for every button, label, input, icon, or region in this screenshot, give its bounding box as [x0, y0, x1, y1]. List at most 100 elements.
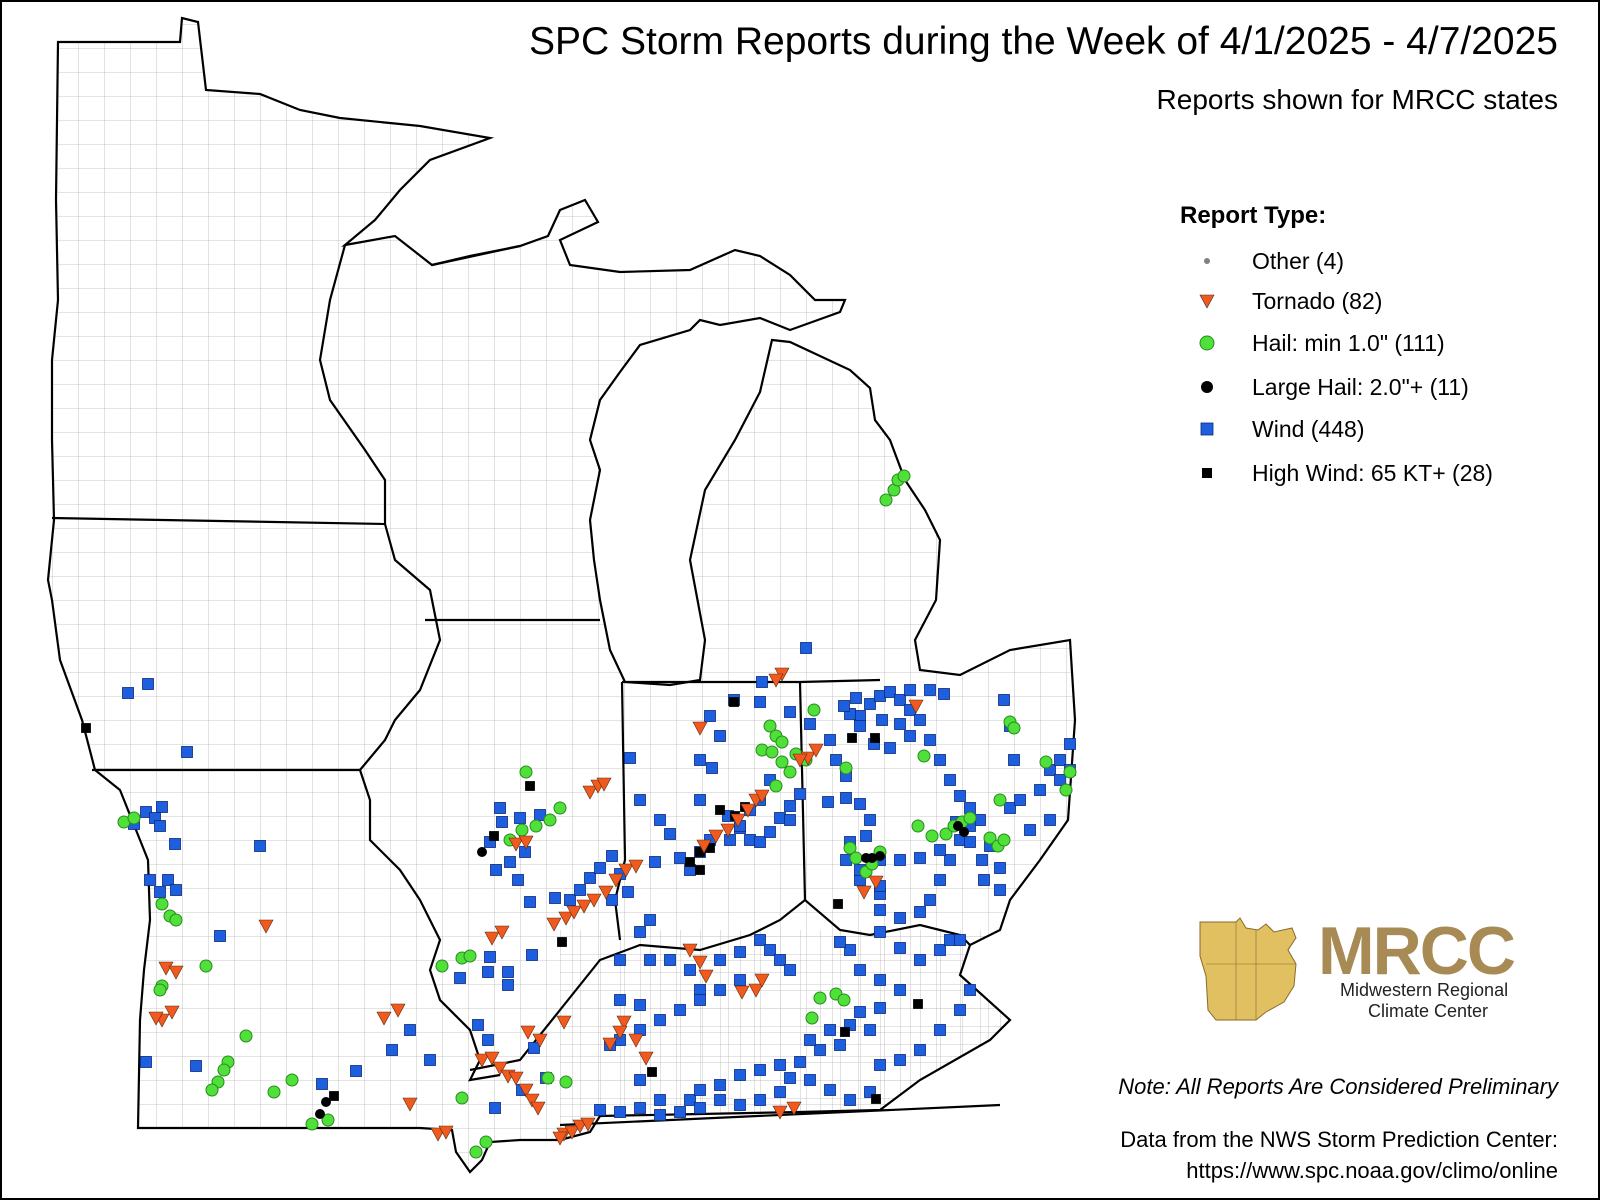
wind-report-marker — [864, 698, 876, 710]
border-mn-ia — [51, 516, 386, 526]
wind-report-marker — [914, 852, 926, 864]
wind-report-marker — [614, 1106, 626, 1118]
hail-report-marker — [775, 735, 789, 749]
wind-report-marker — [606, 850, 618, 862]
legend-label-wind: Wind (448) — [1252, 415, 1365, 442]
wind-report-marker — [734, 1099, 746, 1111]
wind-report-marker — [144, 874, 156, 886]
high-wind-report-marker — [871, 1094, 881, 1104]
wind-report-marker — [502, 966, 514, 978]
tornado-report-marker — [564, 1125, 580, 1140]
wind-report-marker — [1004, 802, 1016, 814]
hail-report-marker — [983, 831, 997, 845]
wind-report-marker — [824, 734, 836, 746]
tornado-report-marker — [808, 743, 824, 758]
high-wind-report-marker — [833, 899, 843, 909]
tornado-report-marker — [148, 1011, 164, 1026]
wind-report-marker — [894, 694, 906, 706]
wind-report-marker — [644, 954, 656, 966]
legend-item-tornado: Tornado (82) — [1196, 286, 1382, 316]
wind-report-marker — [934, 1024, 946, 1036]
hail-report-marker — [805, 1011, 819, 1025]
wind-report-marker — [784, 1072, 796, 1084]
wind-report-marker — [864, 1086, 876, 1098]
wind-report-marker — [894, 942, 906, 954]
border-mi-in-oh — [622, 678, 881, 684]
high-wind-report-marker — [715, 805, 725, 815]
tornado-report-marker — [730, 813, 746, 828]
large-hail-report-marker — [321, 1097, 331, 1107]
tornado-report-marker — [734, 985, 750, 1000]
large-hail-report-marker — [477, 847, 487, 857]
high-wind-report-marker — [847, 733, 857, 743]
wind-report-marker — [924, 684, 936, 696]
wind-report-marker — [754, 836, 766, 848]
hail-report-marker — [541, 1071, 555, 1085]
tornado-report-marker — [856, 885, 872, 900]
tornado-report-marker — [768, 673, 784, 688]
wind-report-marker — [944, 934, 956, 946]
tornado-report-marker — [596, 777, 612, 792]
tornado-report-marker — [518, 1083, 534, 1098]
hail-report-marker — [515, 823, 529, 837]
wind-report-marker — [482, 966, 494, 978]
wind-report-marker — [694, 794, 706, 806]
preliminary-note: Note: All Reports Are Considered Prelimi… — [1118, 1074, 1558, 1099]
wind-report-marker — [674, 1004, 686, 1016]
wind-report-marker — [944, 774, 956, 786]
large-hail-report-marker — [875, 851, 885, 861]
wind-report-marker — [894, 718, 906, 730]
wind-report-marker — [876, 714, 888, 726]
wind-report-marker — [644, 914, 656, 926]
hail-report-marker — [837, 993, 851, 1007]
wind-report-marker — [624, 752, 636, 764]
wind-report-marker — [404, 1024, 416, 1036]
hail-report-marker — [543, 813, 557, 827]
tornado-report-marker — [602, 1037, 618, 1052]
wind-report-marker — [904, 684, 916, 696]
wind-report-marker — [804, 1034, 816, 1046]
wind-report-marker — [794, 788, 806, 800]
hail-report-marker — [849, 851, 863, 865]
hail-report-marker — [997, 833, 1011, 847]
legend-label-other: Other (4) — [1252, 247, 1345, 274]
wind-report-marker — [594, 1104, 606, 1116]
wind-report-marker — [914, 906, 926, 918]
wind-report-marker — [854, 710, 866, 722]
tornado-report-marker — [692, 721, 708, 736]
legend-item-hail: Hail: min 1.0" (111) — [1196, 328, 1445, 358]
wind-report-marker — [704, 710, 716, 722]
border-ia-wi-il — [359, 523, 442, 771]
legend-item-other: Other (4) — [1196, 246, 1344, 276]
wind-report-marker — [804, 1074, 816, 1086]
wind-report-marker — [614, 954, 626, 966]
wind-report-marker — [1014, 794, 1026, 806]
hail-report-marker — [435, 959, 449, 973]
wind-report-marker — [654, 814, 666, 826]
wind-report-marker — [634, 1074, 646, 1086]
data-source-url: https://www.spc.noaa.gov/climo/online — [1186, 1158, 1558, 1183]
state-borders — [46, 16, 1077, 1174]
hail-report-marker — [1007, 721, 1021, 735]
wind-report-marker — [800, 642, 812, 654]
hail-report-marker — [783, 765, 797, 779]
wind-report-marker — [350, 1065, 362, 1077]
wind-report-marker — [1054, 774, 1066, 786]
wind-report-marker — [938, 688, 950, 700]
wind-report-marker — [934, 754, 946, 766]
high-wind-report-marker — [81, 723, 91, 733]
wind-report-marker — [494, 802, 506, 814]
large-hail-report-marker — [315, 1109, 325, 1119]
wind-report-marker — [814, 1044, 826, 1056]
hail-report-marker — [199, 959, 213, 973]
wind-report-marker — [784, 706, 796, 718]
hail-report-marker — [285, 1073, 299, 1087]
tornado-report-marker — [582, 785, 598, 800]
hail-report-marker — [153, 983, 167, 997]
legend-title: Report Type: — [1180, 202, 1327, 229]
tornado-report-marker — [484, 1051, 500, 1066]
wind-report-marker — [504, 856, 516, 868]
hail-report-marker — [127, 811, 141, 825]
wind-report-marker — [804, 718, 816, 730]
large-hail-report-marker — [867, 853, 877, 863]
